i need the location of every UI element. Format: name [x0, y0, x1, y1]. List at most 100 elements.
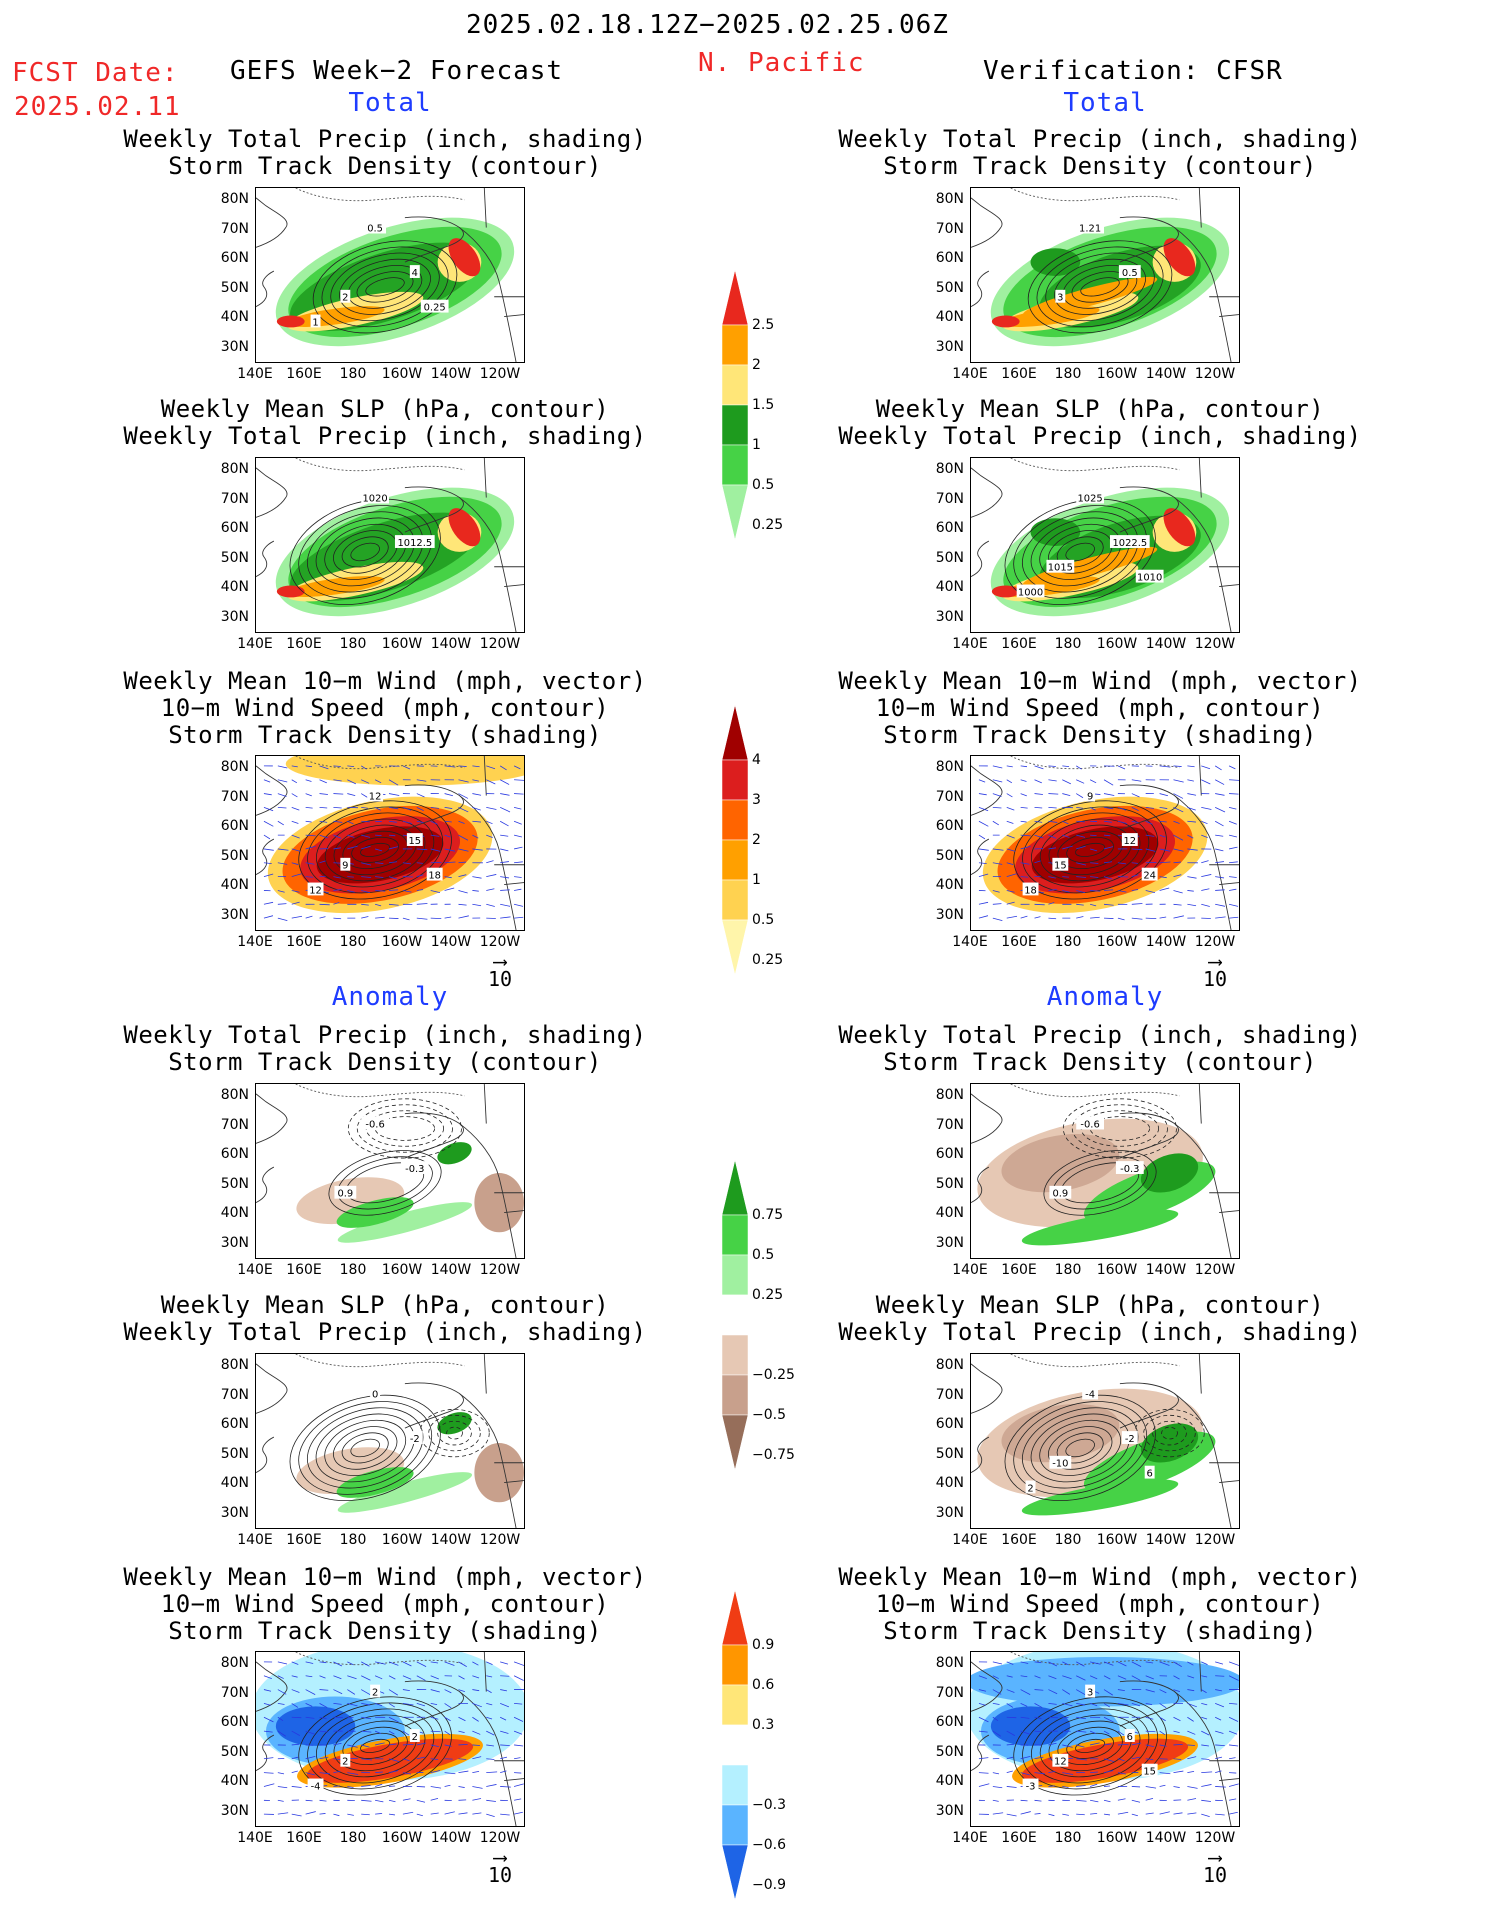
wind-vector: [1020, 876, 1029, 878]
wind-vector: [430, 1730, 441, 1733]
wind-vector: [375, 1742, 385, 1746]
contour-label-bg: [1085, 788, 1096, 802]
storm-track-contour: [1045, 252, 1155, 322]
wind-vector: [1228, 820, 1237, 825]
colorbar-segment: [721, 1804, 749, 1846]
coastline-alaska: [1119, 1680, 1179, 1727]
wind-vector: [347, 779, 357, 785]
wind-vector: [1228, 834, 1238, 838]
contour-label: 0.9: [337, 1189, 353, 1200]
slp-contour: [1021, 1407, 1139, 1489]
contour-label-bg: [1055, 289, 1066, 303]
wind-vector: [1187, 876, 1197, 879]
storm-anom-shading: [1021, 1738, 1189, 1783]
wind-vector: [1117, 1661, 1127, 1667]
wind-speed-contour: [324, 818, 426, 882]
colorbar-svg: [721, 269, 749, 541]
wind-vector: [1006, 862, 1014, 865]
wind-speed-contour: [307, 806, 444, 894]
vector-ref-value: 10: [1202, 967, 1228, 991]
lat-tick-label: 60N: [220, 250, 249, 266]
wind-vector: [1034, 779, 1042, 784]
precip-shading: [1022, 546, 1158, 587]
contour-label-bg: [340, 1753, 351, 1767]
precip-anom-shading: [437, 1412, 472, 1435]
map-panel: 3 6 12 -3 15: [970, 1651, 1240, 1827]
wind-vector: [1034, 1772, 1045, 1775]
wind-vector: [263, 915, 274, 919]
coastline-asia: [971, 197, 1003, 248]
wind-vector: [305, 1772, 316, 1776]
wind-vector: [1131, 1742, 1142, 1746]
state-borders: [1198, 756, 1239, 885]
wind-vector: [472, 834, 479, 839]
wind-vector: [1103, 903, 1114, 906]
wind-vector: [1201, 1661, 1208, 1665]
colorbar-label: 0.25: [752, 1287, 784, 1303]
wind-vector: [388, 861, 398, 864]
wind-vector: [333, 779, 342, 782]
wind-vector: [992, 1703, 1000, 1705]
lon-tick-label: 140E: [237, 1830, 273, 1846]
wind-vector: [1034, 1813, 1041, 1815]
wind-vector: [347, 1813, 354, 1816]
wind-vector: [305, 1755, 316, 1760]
wind-vector: [458, 820, 465, 824]
wind-vector: [375, 1661, 386, 1665]
wind-vector: [402, 917, 410, 921]
coastline-arctic: [295, 1084, 465, 1098]
lat-tick-label: 50N: [220, 549, 249, 566]
wind-vector: [1062, 820, 1069, 825]
wind-vector: [1103, 1813, 1111, 1816]
wind-vector: [263, 901, 274, 905]
wind-vector: [1034, 1716, 1042, 1719]
wind-vector: [1020, 793, 1027, 797]
wind-vector: [319, 1675, 326, 1679]
wind-vector: [277, 807, 287, 809]
wind-speed-contour: [342, 1726, 408, 1765]
wind-speed-contour: [1030, 812, 1150, 888]
colorbar-svg: [721, 1159, 749, 1471]
wind-vector: [430, 820, 438, 825]
wind-vector: [1214, 765, 1222, 771]
wind-vector: [402, 1730, 410, 1736]
wind-vector: [500, 807, 511, 813]
wind-vector: [388, 1813, 396, 1816]
wind-vector: [388, 1758, 400, 1762]
colorbar-label: −0.3: [752, 1797, 786, 1813]
wind-vector: [416, 1813, 423, 1817]
wind-vector: [1090, 890, 1101, 892]
lon-tick-label: 120W: [479, 636, 521, 652]
colorbar-segment: [721, 1374, 749, 1416]
wind-vector: [1201, 1703, 1208, 1706]
wind-vector: [1201, 834, 1208, 839]
colorbar-segment: [721, 919, 749, 976]
wind-vector: [1215, 1786, 1226, 1788]
lon-tick-label: 120W: [479, 1830, 521, 1846]
wind-vector: [1229, 779, 1239, 781]
lat-tick-label: 80N: [220, 1357, 249, 1373]
lon-tick-label: 140E: [237, 934, 273, 950]
lat-tick-label: 60N: [220, 818, 249, 834]
contour-label-bg: [409, 265, 420, 278]
wind-vector: [500, 861, 509, 864]
wind-vector: [1006, 901, 1015, 905]
wind-vector: [978, 1757, 989, 1760]
contour-label-bg: [1052, 1753, 1069, 1767]
wind-vector: [1159, 887, 1170, 891]
wind-vector: [1020, 1675, 1028, 1678]
wind-vector: [1173, 1689, 1181, 1693]
lat-tick-label: 60N: [220, 1416, 249, 1432]
coastline-arctic: [295, 458, 465, 472]
wind-vector: [333, 820, 343, 823]
wind-vector: [402, 890, 412, 893]
wind-vector: [347, 1661, 354, 1666]
wind-vector: [388, 1661, 399, 1666]
coastline-arctic: [1010, 1652, 1180, 1666]
precip-anom-shading: [437, 1142, 472, 1165]
colorbar-svg: [721, 704, 749, 976]
wind-vector: [1145, 1703, 1153, 1706]
wind-vector: [388, 1675, 396, 1680]
contour-label: 1015: [1048, 563, 1073, 574]
colorbar-segment: [721, 1844, 749, 1901]
